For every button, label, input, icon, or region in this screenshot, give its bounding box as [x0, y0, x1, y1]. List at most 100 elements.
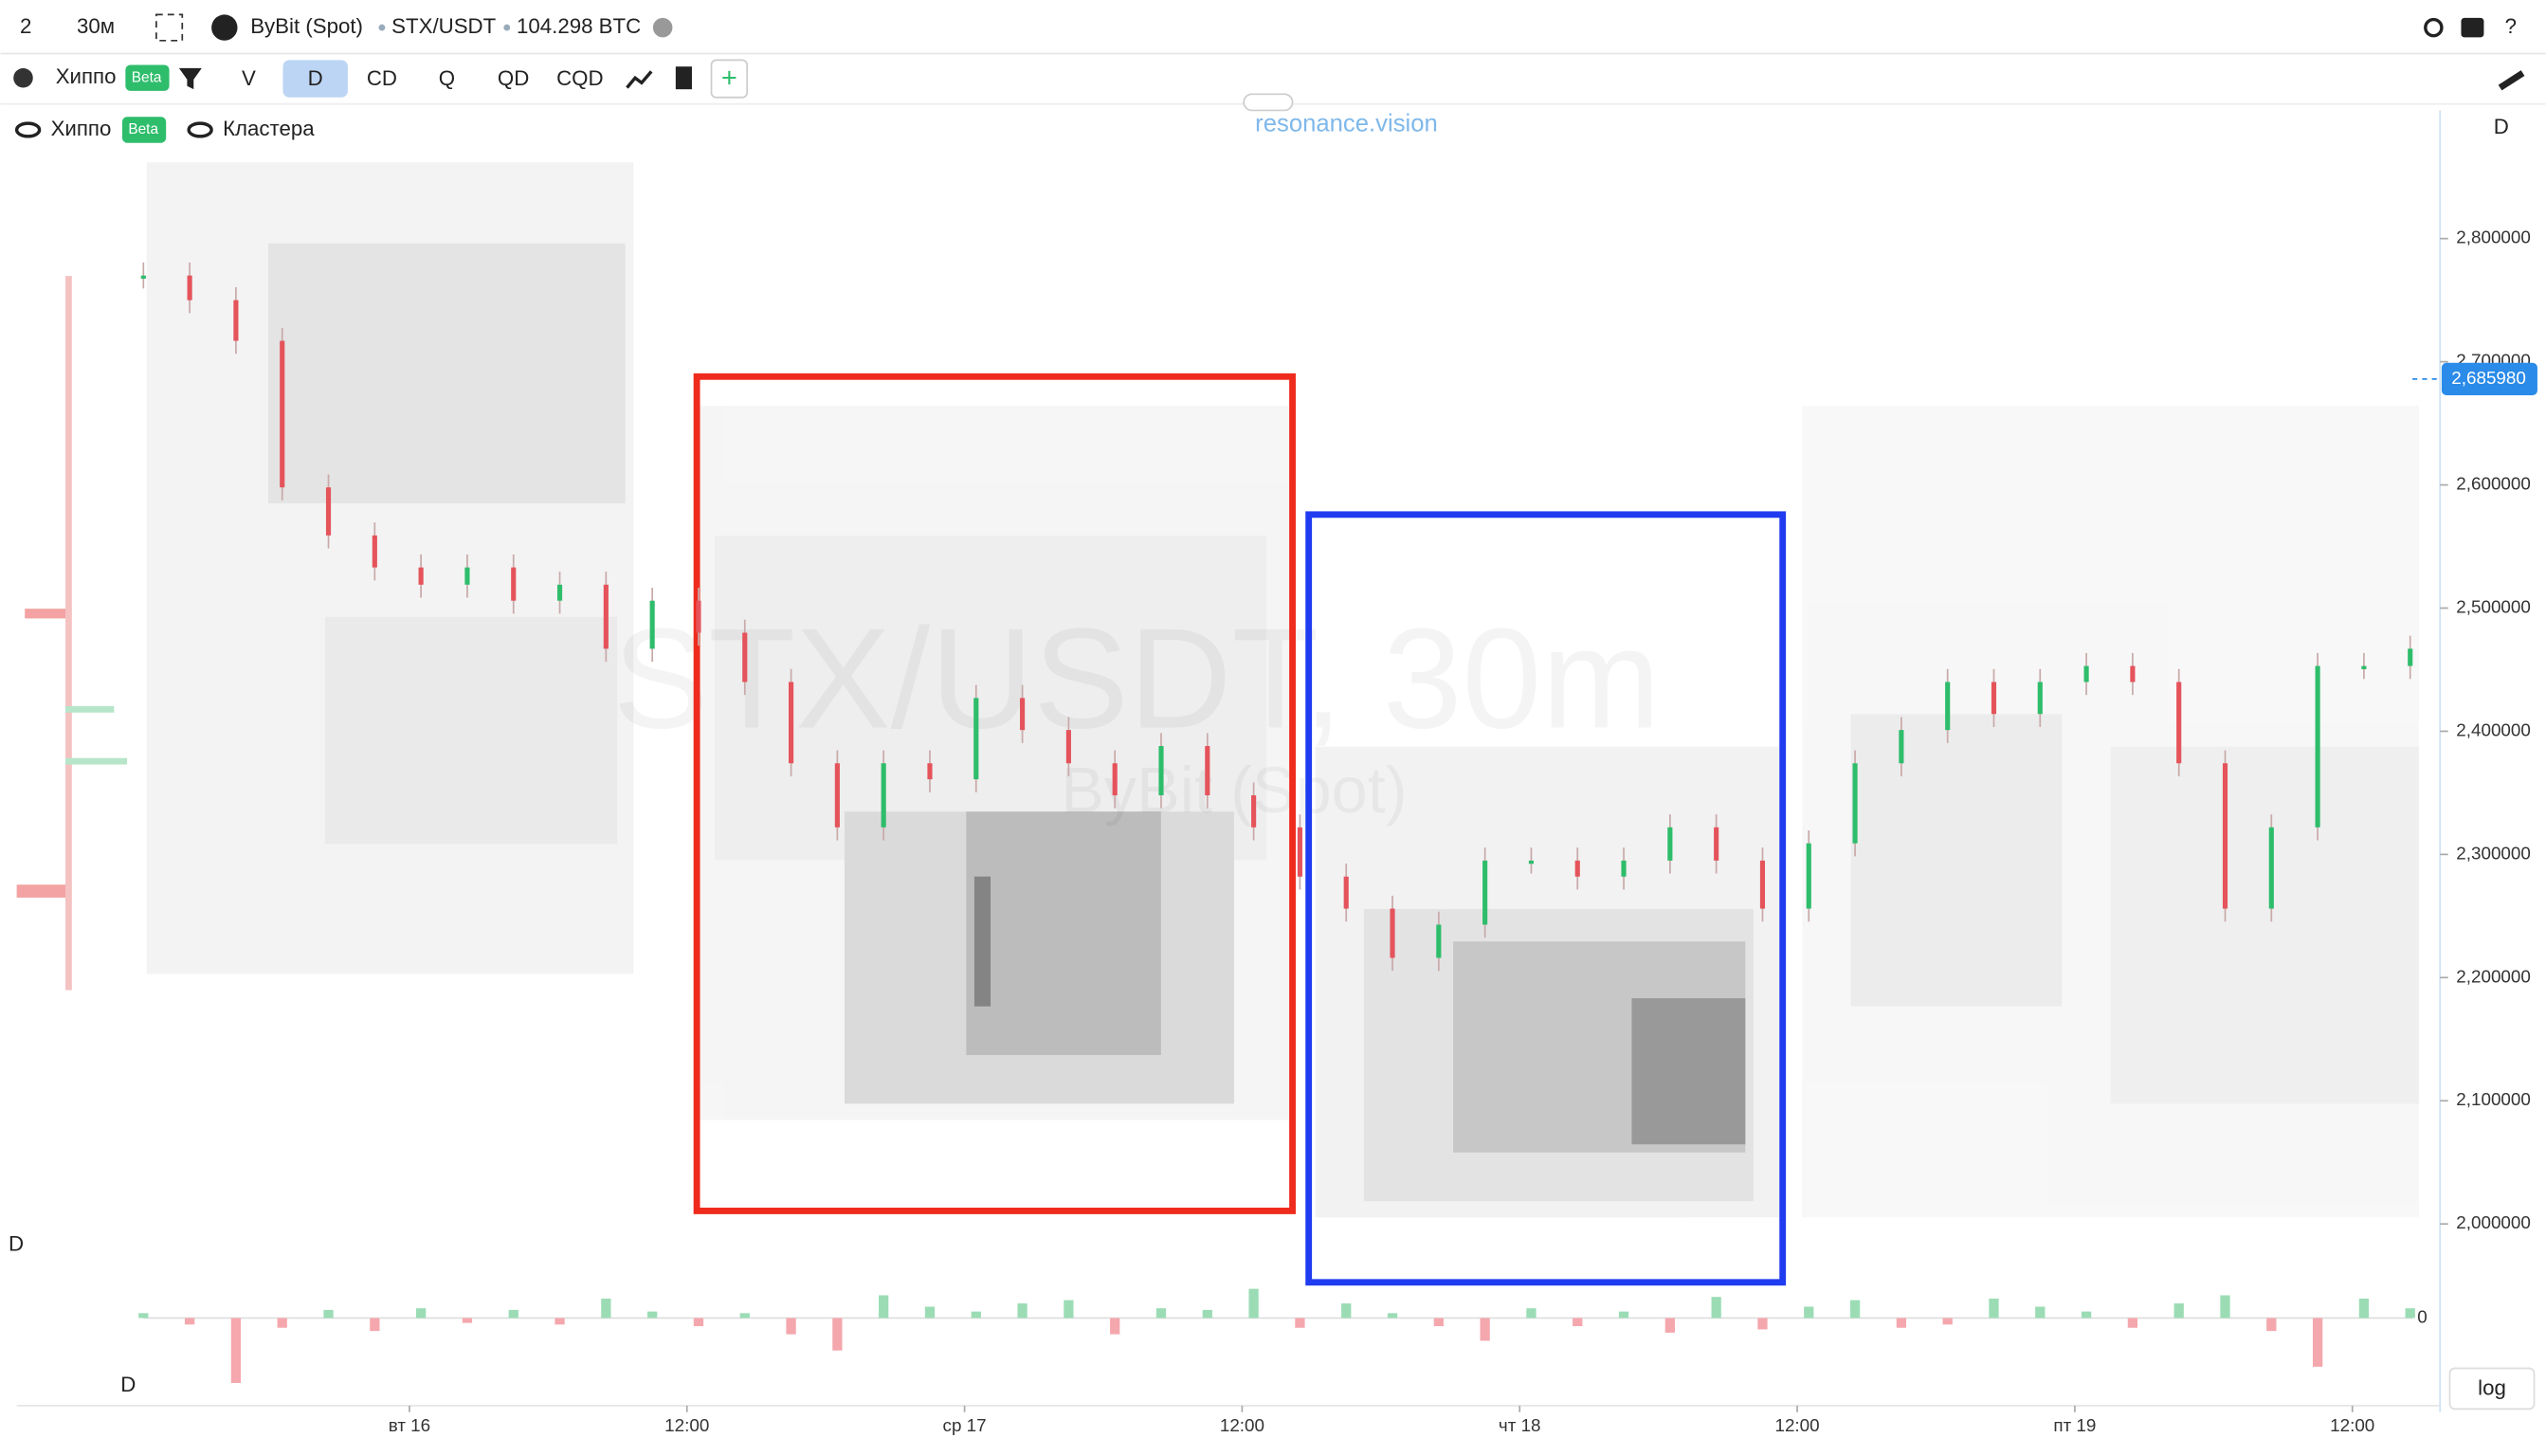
- timeframe[interactable]: 30м: [77, 14, 115, 38]
- scale-mode[interactable]: log: [2478, 1376, 2506, 1400]
- interval-count[interactable]: 2: [20, 14, 31, 38]
- delta-bar: [2127, 1318, 2138, 1328]
- candle: [603, 584, 609, 649]
- scale-button[interactable]: [2448, 1367, 2536, 1410]
- help-icon[interactable]: ?: [2505, 14, 2517, 38]
- filter-icon[interactable]: [178, 67, 202, 90]
- annotation-box: [1305, 511, 1787, 1286]
- delta-bar: [1989, 1298, 1999, 1319]
- candle: [973, 698, 979, 780]
- delta-bar: [462, 1318, 473, 1323]
- delta-bar: [1064, 1300, 1074, 1319]
- badge-text: Beta: [132, 69, 162, 85]
- delta-bar: [647, 1311, 658, 1319]
- mode-button[interactable]: D: [308, 66, 323, 90]
- delta-bar: [2173, 1303, 2184, 1319]
- candle: [2315, 665, 2320, 828]
- candle: [927, 763, 933, 780]
- brand: resonance.vision: [1255, 111, 1438, 137]
- watermark-sub: ByBit (Spot): [1061, 754, 1407, 827]
- collapse-button[interactable]: [1243, 93, 1294, 112]
- candle: [1297, 827, 1302, 877]
- exchange-icon: [211, 14, 238, 41]
- mode-button[interactable]: QD: [498, 66, 529, 90]
- x-tick-label: 12:00: [2330, 1415, 2374, 1435]
- pane-label: D: [2494, 115, 2509, 138]
- share-icon[interactable]: [2424, 17, 2444, 38]
- dot: [378, 24, 386, 31]
- eye-icon[interactable]: [187, 121, 213, 138]
- delta-bar: [1387, 1313, 1398, 1319]
- y-tick-label: 2,600000: [2456, 474, 2531, 494]
- delta-bar: [924, 1306, 936, 1319]
- add-button[interactable]: [710, 59, 749, 99]
- x-tick-label: пт 19: [2053, 1415, 2096, 1435]
- x-tick-label: ср 17: [943, 1415, 987, 1435]
- candle: [2222, 763, 2228, 909]
- exchange[interactable]: ByBit (Spot): [250, 14, 363, 38]
- eye-icon[interactable]: [14, 121, 42, 138]
- delta-tick-label: 0: [2417, 1306, 2427, 1326]
- candle: [2037, 682, 2043, 715]
- symbol[interactable]: STX/USDT: [391, 14, 496, 38]
- candle: [325, 487, 332, 536]
- x-tick-label: 12:00: [1220, 1415, 1264, 1435]
- mode-button[interactable]: CD: [367, 66, 397, 90]
- candle: [1945, 682, 1951, 731]
- delta-bar: [601, 1298, 611, 1319]
- candle: [649, 600, 655, 649]
- delta-bar: [1711, 1297, 1721, 1319]
- candle: [280, 340, 285, 488]
- price-tag: [2441, 362, 2537, 395]
- candle: [788, 682, 794, 764]
- candle: [2130, 665, 2136, 682]
- candle: [1390, 908, 1395, 958]
- badge-text: Beta: [128, 121, 158, 137]
- x-tick-label: вт 16: [389, 1415, 430, 1435]
- candle: [1621, 860, 1627, 877]
- candle: [372, 535, 377, 568]
- ruler-icon[interactable]: [2498, 70, 2525, 91]
- candle: [140, 275, 146, 280]
- video-icon[interactable]: [2461, 17, 2484, 38]
- delta-bar: [138, 1313, 149, 1319]
- dot: [503, 24, 511, 31]
- candle: [696, 600, 701, 633]
- delta-bar: [2312, 1318, 2323, 1367]
- delta-bar: [1618, 1311, 1629, 1319]
- mode-button[interactable]: Q: [439, 66, 455, 90]
- indicator[interactable]: Хиппо: [56, 64, 117, 88]
- delta-bar: [1942, 1318, 1953, 1325]
- candle: [1112, 763, 1118, 796]
- candle: [1714, 827, 1719, 861]
- candle: [1574, 860, 1580, 877]
- line-icon[interactable]: [626, 70, 653, 89]
- delta-bar: [1896, 1318, 1907, 1328]
- delta-bar: [1433, 1318, 1444, 1327]
- delta-bar: [1804, 1306, 1814, 1319]
- delta-bar: [1526, 1308, 1537, 1319]
- mode-button[interactable]: CQD: [556, 66, 603, 90]
- candle: [2361, 665, 2367, 669]
- candle: [1436, 924, 1442, 958]
- add-icon[interactable]: +: [721, 64, 737, 94]
- screenshot-icon[interactable]: [155, 13, 184, 42]
- settings-icon[interactable]: [13, 67, 33, 88]
- badge: [121, 117, 167, 143]
- delta-bar: [1757, 1318, 1768, 1330]
- doc-icon[interactable]: [675, 66, 692, 90]
- y-tick-label: 2,800000: [2456, 228, 2531, 247]
- candle: [418, 567, 424, 585]
- candle: [1343, 876, 1349, 909]
- delta-bar: [2220, 1295, 2230, 1319]
- y-tick-label: 2,500000: [2456, 596, 2531, 616]
- delta-bar: [370, 1318, 380, 1332]
- volume: 104.298 BTC: [517, 14, 641, 38]
- candle: [881, 763, 886, 828]
- y-tick-label: 2,000000: [2456, 1212, 2531, 1232]
- delta-bar: [832, 1318, 843, 1351]
- delta-bar: [555, 1318, 565, 1325]
- delta-bar: [693, 1318, 704, 1327]
- candle: [1158, 746, 1164, 796]
- mode-button[interactable]: V: [242, 66, 256, 90]
